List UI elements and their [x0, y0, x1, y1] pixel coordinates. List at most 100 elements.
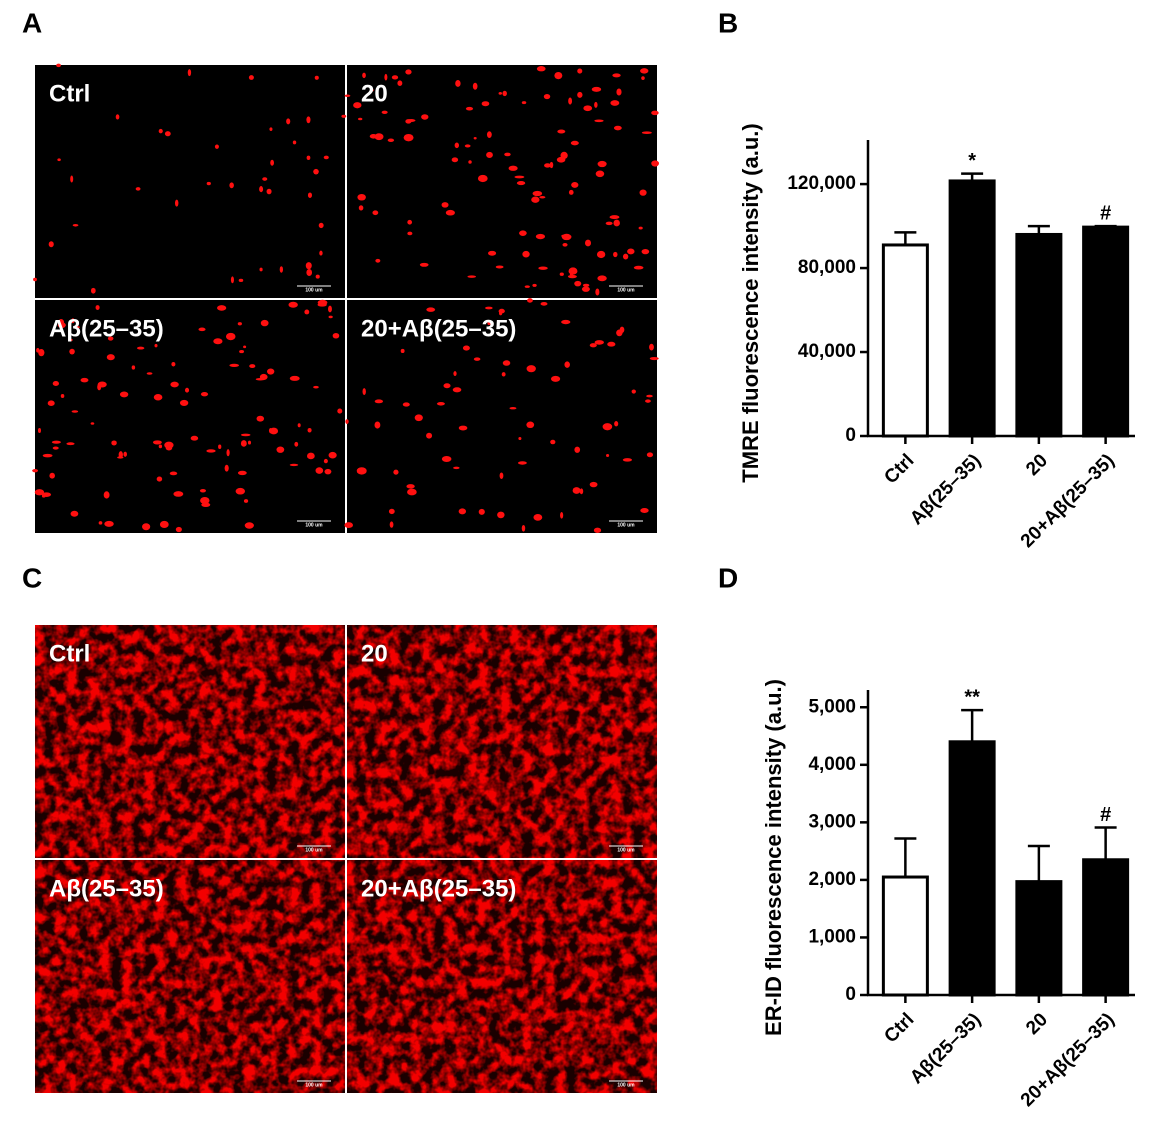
- cell: [549, 161, 554, 169]
- significance-mark: *: [968, 150, 976, 172]
- cell: [315, 467, 324, 474]
- cell: [306, 452, 315, 460]
- micrograph-caption: 20+Aβ(25–35): [361, 875, 516, 902]
- cell: [609, 215, 620, 220]
- cell: [289, 375, 300, 381]
- cell: [146, 372, 153, 375]
- cell: [524, 285, 530, 288]
- cell: [407, 488, 417, 496]
- cell: [464, 144, 471, 148]
- cell: [583, 105, 593, 112]
- cell: [259, 267, 263, 272]
- cell: [328, 451, 337, 459]
- cell: [533, 513, 543, 521]
- cell: [622, 253, 629, 260]
- cell: [426, 432, 433, 439]
- cell: [458, 508, 467, 515]
- cell: [372, 210, 379, 216]
- cell: [640, 68, 649, 74]
- cell: [307, 192, 312, 198]
- cell: [612, 73, 621, 78]
- cell: [111, 440, 117, 446]
- cell: [501, 372, 506, 377]
- cell: [297, 423, 301, 428]
- cell: [405, 69, 412, 75]
- cell: [577, 91, 583, 98]
- cell: [32, 469, 38, 473]
- panel-label: D: [718, 562, 738, 593]
- cell: [526, 421, 535, 429]
- cell: [266, 188, 272, 195]
- cell: [582, 283, 590, 288]
- cell: [152, 440, 162, 445]
- cell: [557, 129, 566, 134]
- cell: [306, 155, 311, 161]
- cell: [639, 189, 647, 196]
- cell: [595, 170, 605, 178]
- cell: [407, 219, 413, 225]
- cell: [34, 489, 45, 496]
- cell: [240, 433, 251, 437]
- cell: [170, 381, 179, 388]
- cell: [260, 319, 269, 327]
- scale-bar-label: 100 um: [305, 522, 323, 528]
- cell: [487, 321, 491, 325]
- cell: [445, 209, 455, 216]
- cell: [597, 275, 607, 282]
- cell: [532, 283, 537, 287]
- cell: [345, 419, 349, 424]
- cell: [200, 497, 210, 505]
- cell: [319, 250, 323, 256]
- cell: [353, 102, 362, 109]
- scale-bar-label: 100 um: [305, 847, 323, 853]
- cell: [570, 140, 579, 146]
- cell: [247, 440, 252, 445]
- cell: [358, 205, 364, 211]
- cell: [69, 348, 75, 355]
- cell: [572, 487, 581, 494]
- bar: [1082, 225, 1130, 438]
- cell: [70, 175, 74, 183]
- cell: [269, 127, 273, 131]
- cell: [481, 101, 490, 107]
- cell: [594, 119, 604, 123]
- cell: [584, 239, 592, 247]
- cell: [67, 338, 73, 342]
- cell: [393, 469, 399, 475]
- cell: [169, 471, 178, 476]
- cell: [158, 128, 163, 134]
- cell: [649, 343, 654, 351]
- cell: [306, 116, 311, 124]
- cell: [56, 63, 61, 68]
- cell: [243, 345, 247, 349]
- panel-label: A: [22, 7, 42, 38]
- micrograph-caption: Ctrl: [49, 640, 90, 667]
- cell: [179, 399, 189, 407]
- cell: [443, 383, 451, 389]
- bar: [948, 179, 996, 438]
- y-tick-label: 120,000: [787, 173, 856, 194]
- cell: [495, 265, 504, 269]
- cell: [318, 222, 324, 229]
- cell: [104, 520, 114, 527]
- cell: [52, 446, 59, 450]
- cell: [478, 508, 485, 515]
- cell: [391, 75, 399, 80]
- cell: [544, 163, 551, 168]
- cell: [453, 371, 457, 377]
- cell: [187, 69, 192, 77]
- cell: [610, 100, 620, 106]
- cell: [560, 511, 564, 519]
- cell: [362, 388, 366, 395]
- y-axis-label: TMRE fluorescence intensity (a.u.): [738, 123, 763, 482]
- cell: [52, 381, 60, 387]
- cell: [468, 160, 472, 164]
- cell: [262, 177, 268, 181]
- cell: [646, 452, 654, 458]
- cell: [540, 301, 548, 306]
- cell: [514, 175, 525, 179]
- cell: [579, 488, 584, 495]
- cell: [269, 427, 279, 435]
- cell: [562, 242, 568, 247]
